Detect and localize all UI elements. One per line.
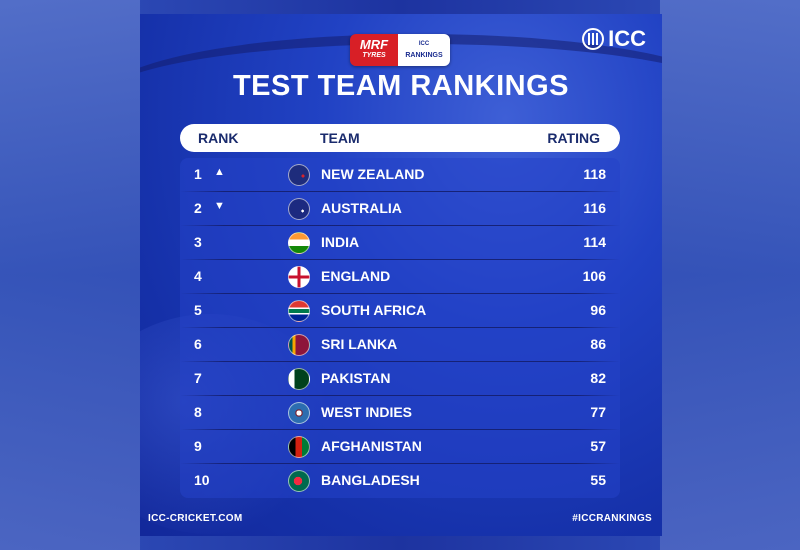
mrf-text: MRF: [359, 37, 389, 52]
rankings-table: 1 ▲ NEW ZEALAND 118 2 ▼ AUSTRALIA 116 3 …: [180, 158, 620, 498]
rank-value: 9: [194, 438, 202, 454]
rank-value: 1: [194, 166, 202, 182]
rank-value: 4: [194, 268, 202, 284]
icc-logo-icon: [582, 28, 605, 50]
icc-logo: ICC: [582, 26, 646, 52]
icc-rankings-logo: ICC RANKINGS: [398, 34, 450, 66]
rating-value: 116: [583, 200, 606, 216]
rank-value: 5: [194, 302, 202, 318]
australia-flag-icon: [288, 198, 310, 220]
table-row: 10 BANGLADESH 55: [180, 464, 620, 498]
background-blur-right: [660, 0, 800, 550]
rank-value: 10: [194, 472, 210, 488]
rating-value: 106: [582, 268, 606, 284]
table-row: 7 PAKISTAN 82: [180, 362, 620, 396]
rating-value: 82: [590, 370, 606, 386]
team-name: AUSTRALIA: [321, 200, 402, 216]
column-header-rank: RANK: [198, 130, 239, 146]
row-divider: [180, 429, 620, 430]
icc-logo-text: ICC: [608, 26, 646, 51]
rankings-card: MRF TYRES ICC RANKINGS ICC TEST TEAM RAN…: [140, 14, 662, 536]
team-name: SRI LANKA: [321, 336, 398, 352]
icc-small-text: ICC: [418, 41, 430, 47]
row-divider: [180, 225, 620, 226]
column-header-team: TEAM: [320, 130, 360, 146]
south-africa-flag-icon: [288, 300, 310, 322]
rank-value: 8: [194, 404, 202, 420]
sri-lanka-flag-icon: [288, 334, 310, 356]
table-row: 9 AFGHANISTAN 57: [180, 430, 620, 464]
west-indies-flag-icon: [288, 402, 310, 424]
rating-value: 57: [590, 438, 606, 454]
website-link: ICC-CRICKET.COM: [148, 513, 243, 524]
row-divider: [180, 463, 620, 464]
bangladesh-flag-icon: [288, 470, 310, 492]
team-name: WEST INDIES: [321, 404, 413, 420]
row-divider: [180, 327, 620, 328]
rank-value: 7: [194, 370, 202, 386]
mrf-tyres-logo: MRF TYRES: [350, 34, 398, 66]
table-row: 1 ▲ NEW ZEALAND 118: [180, 158, 620, 192]
table-row: 3 INDIA 114: [180, 226, 620, 260]
new-zealand-flag-icon: [288, 164, 310, 186]
row-divider: [180, 361, 620, 362]
table-header: RANK TEAM RATING: [180, 124, 620, 152]
page-title: TEST TEAM RANKINGS: [232, 70, 570, 102]
team-name: ENGLAND: [321, 268, 391, 284]
team-name: PAKISTAN: [321, 370, 391, 386]
rankings-text: RANKINGS: [405, 52, 443, 59]
rank-down-icon: ▼: [214, 200, 225, 212]
rating-value: 55: [590, 472, 606, 488]
tyres-text: TYRES: [362, 52, 386, 59]
team-name: INDIA: [321, 234, 360, 250]
row-divider: [180, 293, 620, 294]
sponsor-badge: MRF TYRES ICC RANKINGS: [350, 34, 450, 66]
table-row: 8 WEST INDIES 77: [180, 396, 620, 430]
table-row: 5 SOUTH AFRICA 96: [180, 294, 620, 328]
england-flag-icon: [288, 266, 310, 288]
team-name: NEW ZEALAND: [321, 166, 425, 182]
hashtag: #ICCRANKINGS: [572, 513, 652, 524]
team-name: AFGHANISTAN: [321, 438, 422, 454]
india-flag-icon: [288, 232, 310, 254]
rank-value: 2: [194, 200, 202, 216]
row-divider: [180, 395, 620, 396]
row-divider: [180, 191, 620, 192]
table-row: 4 ENGLAND 106: [180, 260, 620, 294]
table-row: 2 ▼ AUSTRALIA 116: [180, 192, 620, 226]
rating-value: 77: [590, 404, 606, 420]
rank-value: 3: [194, 234, 202, 250]
rating-value: 118: [583, 166, 606, 182]
team-name: SOUTH AFRICA: [321, 302, 427, 318]
background-blur-left: [0, 0, 140, 550]
table-row: 6 SRI LANKA 86: [180, 328, 620, 362]
rating-value: 96: [590, 302, 606, 318]
rating-value: 86: [590, 336, 606, 352]
rank-value: 6: [194, 336, 202, 352]
column-header-rating: RATING: [547, 130, 600, 146]
rank-up-icon: ▲: [214, 166, 225, 178]
pakistan-flag-icon: [288, 368, 310, 390]
rating-value: 114: [583, 234, 606, 250]
team-name: BANGLADESH: [321, 472, 420, 488]
row-divider: [180, 259, 620, 260]
afghanistan-flag-icon: [288, 436, 310, 458]
